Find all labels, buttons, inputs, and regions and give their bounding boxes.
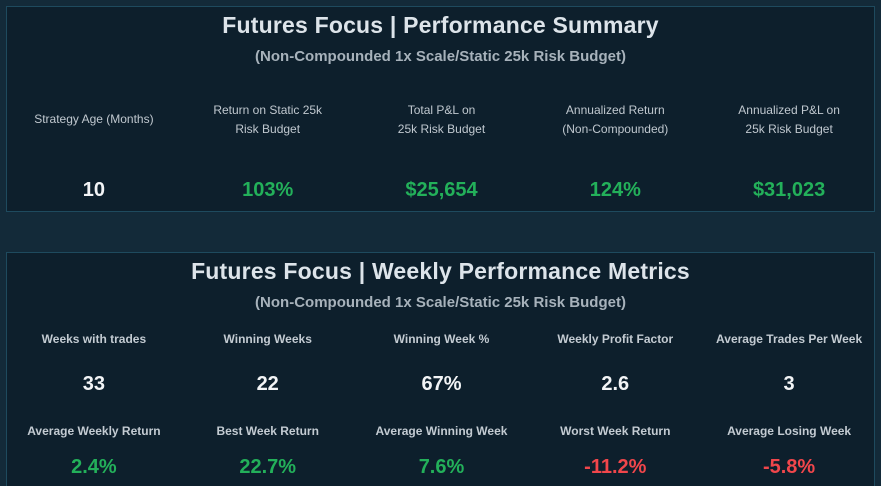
summary-labels-row: Strategy Age (Months) Return on Static 2… bbox=[7, 101, 876, 139]
metric-label-weeks-with-trades: Weeks with trades bbox=[41, 332, 147, 346]
metric-value-return-on-budget: 103% bbox=[242, 179, 294, 201]
metric-value-strategy-age: 10 bbox=[82, 179, 106, 201]
metric-value-weeks-with-trades: 33 bbox=[82, 373, 106, 395]
summary-subtitle: (Non-Compounded 1x Scale/Static 25k Risk… bbox=[255, 48, 626, 65]
summary-title: Futures Focus | Performance Summary bbox=[222, 12, 659, 38]
weekly-row2-labels: Average Weekly Return Best Week Return A… bbox=[7, 423, 876, 439]
summary-values-row: 10 103% $25,654 124% $31,023 bbox=[7, 178, 876, 202]
metric-label-annualized-return: Annualized Return (Non-Compounded) bbox=[562, 103, 669, 136]
metric-value-weekly-profit-factor: 2.6 bbox=[601, 373, 630, 395]
weekly-row1-values: 33 22 67% 2.6 3 bbox=[7, 372, 876, 396]
metric-value-avg-trades-per-week: 3 bbox=[783, 373, 795, 395]
metric-value-avg-weekly-return: 2.4% bbox=[71, 456, 117, 478]
metric-label-total-pnl: Total P&L on 25k Risk Budget bbox=[397, 103, 486, 136]
metric-label-avg-weekly-return: Average Weekly Return bbox=[27, 424, 161, 438]
metric-label-avg-trades-per-week: Average Trades Per Week bbox=[716, 332, 863, 346]
metric-label-worst-week-return: Worst Week Return bbox=[560, 424, 671, 438]
metric-label-return-on-budget: Return on Static 25k Risk Budget bbox=[213, 103, 323, 136]
metric-label-avg-losing-week: Average Losing Week bbox=[727, 424, 852, 438]
metric-value-best-week-return: 22.7% bbox=[239, 456, 297, 478]
metric-value-winning-week-pct: 67% bbox=[421, 373, 462, 395]
weekly-row2-values: 2.4% 22.7% 7.6% -11.2% -5.8% bbox=[7, 455, 876, 479]
metric-value-avg-winning-week: 7.6% bbox=[418, 456, 465, 478]
weekly-subtitle: (Non-Compounded 1x Scale/Static 25k Risk… bbox=[255, 294, 626, 311]
metric-value-worst-week-return: -11.2% bbox=[584, 456, 647, 478]
weekly-row1-labels: Weeks with trades Winning Weeks Winning … bbox=[7, 331, 876, 347]
metric-value-annualized-return: 124% bbox=[589, 179, 641, 201]
metric-label-strategy-age: Strategy Age (Months) bbox=[34, 112, 154, 126]
metric-label-best-week-return: Best Week Return bbox=[216, 424, 319, 438]
weekly-metrics-panel: Futures Focus | Weekly Performance Metri… bbox=[6, 252, 875, 486]
metric-value-total-pnl: $25,654 bbox=[405, 179, 478, 201]
metric-label-annualized-pnl: Annualized P&L on 25k Risk Budget bbox=[738, 103, 840, 136]
metric-value-winning-weeks: 22 bbox=[256, 373, 279, 395]
metric-label-winning-week-pct: Winning Week % bbox=[393, 332, 490, 346]
metric-label-avg-winning-week: Average Winning Week bbox=[375, 424, 508, 438]
weekly-title: Futures Focus | Weekly Performance Metri… bbox=[191, 258, 690, 284]
metric-value-avg-losing-week: -5.8% bbox=[762, 456, 816, 478]
metric-label-winning-weeks: Winning Weeks bbox=[223, 332, 312, 346]
performance-summary-panel: Futures Focus | Performance Summary (Non… bbox=[6, 6, 875, 212]
metric-value-annualized-pnl: $31,023 bbox=[752, 179, 826, 201]
metric-label-weekly-profit-factor: Weekly Profit Factor bbox=[557, 332, 674, 346]
